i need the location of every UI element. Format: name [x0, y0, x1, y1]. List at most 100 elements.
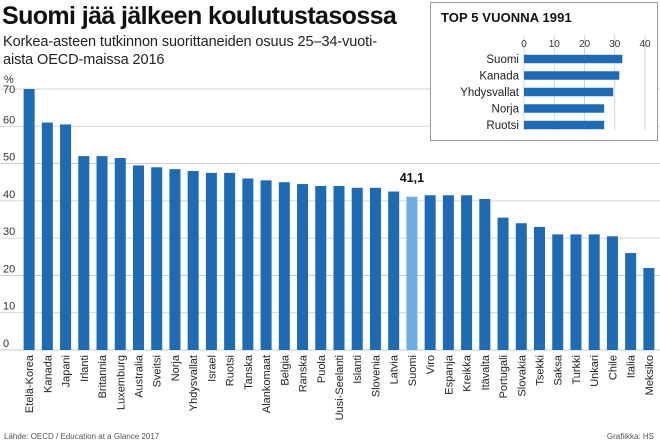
category-label: Kanada	[42, 354, 54, 393]
y-tick-label: 40	[3, 189, 15, 201]
inset-gridlines	[523, 35, 646, 130]
inset-category-label: Norja	[492, 104, 520, 116]
bar-itävalta	[479, 198, 491, 350]
y-tick-label: 30	[3, 226, 15, 238]
inset-category-labels: Suomi Kanada Yhdysvallat Norja Ruotsi	[460, 54, 520, 132]
highlight-value-label: 41,1	[400, 171, 424, 185]
bar-japani	[60, 124, 72, 351]
y-unit-label: %	[4, 74, 14, 86]
source-footer: Lähde: OECD / Education at a Glance 2017	[4, 432, 160, 441]
y-tick-label: 50	[3, 152, 15, 164]
category-label: Israel	[206, 355, 218, 382]
category-label: Puola	[316, 354, 328, 383]
category-label: Slovakia	[516, 354, 528, 396]
category-label: Norja	[170, 354, 182, 381]
category-label: Saksa	[553, 354, 565, 385]
category-label: Turkki	[571, 355, 583, 385]
y-tick-label: 0	[3, 338, 9, 350]
bar-yhdysvallat	[187, 171, 199, 350]
inset-category-label: Ruotsi	[486, 120, 519, 132]
inset-category-label: Kanada	[479, 71, 519, 83]
inset-bar-chart: Suomi Kanada Yhdysvallat Norja Ruotsi 0 10 20 3…	[460, 35, 651, 132]
bar-kreikka	[461, 195, 473, 350]
chart-subtitle-line-1: Korkea-asteen tutkinnon suorittaneiden o…	[3, 34, 377, 50]
bar-australia	[132, 165, 144, 350]
category-label: Sveitsi	[152, 355, 164, 387]
bar-portugali	[497, 217, 509, 350]
category-label: Alankomaat	[261, 355, 273, 413]
bar-suomi	[406, 196, 418, 350]
y-tick-label: 10	[3, 301, 15, 313]
inset-category-label: Suomi	[486, 54, 519, 66]
category-label: Itävalta	[480, 354, 492, 390]
category-label: Chile	[607, 355, 619, 380]
bar-espanja	[442, 195, 454, 350]
inset-bar	[524, 54, 623, 64]
inset-x-tick-label: 40	[639, 39, 651, 50]
inset-x-tick-label: 20	[579, 39, 591, 50]
category-label: Unkari	[589, 355, 601, 387]
y-axis-ticks: 0 10 20 30 40 50 60 70	[3, 84, 15, 350]
bar-israel	[205, 172, 217, 350]
chart-title: Suomi jää jälkeen koulutustasossa	[2, 2, 397, 30]
category-label: Islanti	[352, 355, 364, 384]
category-label: Slovenia	[370, 354, 382, 397]
inset-bar	[524, 104, 605, 113]
bar-ranska	[297, 184, 309, 350]
category-label: Tanska	[243, 354, 255, 390]
category-label: Japani	[61, 355, 73, 387]
bar-etelä-korea	[23, 89, 35, 350]
inset-category-label: Yhdysvallat	[460, 87, 520, 99]
bar-ruotsi	[224, 172, 236, 350]
inset-title: TOP 5 VUONNA 1991	[441, 10, 572, 25]
category-label: Tsekki	[535, 355, 547, 386]
category-labels: Etelä-Korea Kanada Japani Irlanti Britannia L…	[24, 354, 656, 420]
y-tick-label: 70	[3, 84, 15, 96]
category-label: Portugali	[498, 355, 510, 398]
bar-irlanti	[78, 156, 90, 350]
bar-slovenia	[369, 187, 381, 350]
inset-bars	[524, 54, 623, 130]
bar-alankomaat	[260, 180, 272, 350]
category-label: Uusi-Seelanti	[334, 355, 346, 420]
category-label: Italia	[626, 354, 638, 378]
inset-x-ticks: 0 10 20 30 40	[521, 39, 651, 50]
category-label: Britannia	[97, 354, 109, 398]
inset-bar	[524, 120, 605, 130]
bar-kanada	[41, 122, 53, 350]
category-label: Luxemburg	[115, 355, 127, 410]
bar-chile	[606, 236, 618, 350]
category-label: Latvia	[389, 354, 401, 384]
category-label: Viro	[425, 355, 437, 374]
bar-britannia	[96, 156, 108, 350]
bars	[23, 89, 655, 351]
category-label: Ruotsi	[225, 355, 237, 386]
bar-tanska	[242, 178, 254, 350]
category-label: Belgia	[279, 354, 291, 385]
inset-bar	[524, 87, 614, 97]
inset-x-tick-label: 10	[549, 39, 561, 50]
y-tick-label: 60	[3, 114, 15, 126]
category-label: Yhdysvallat	[188, 355, 200, 411]
category-label: Irlanti	[79, 355, 91, 382]
bar-sveitsi	[151, 167, 163, 350]
inset-bar	[524, 71, 620, 80]
bar-slovakia	[515, 223, 527, 350]
category-label: Suomi	[407, 355, 419, 386]
bar-turkki	[570, 234, 582, 350]
bar-luxemburg	[114, 157, 126, 350]
bar-norja	[169, 169, 181, 350]
bar-italia	[625, 253, 637, 350]
category-label: Meksiko	[644, 355, 656, 395]
y-tick-label: 20	[3, 263, 15, 275]
inset-x-tick-label: 30	[609, 39, 621, 50]
bar-meksiko	[643, 267, 655, 350]
bar-unkari	[588, 234, 600, 350]
chart-subtitle-line-2: aista OECD-maissa 2016	[3, 52, 165, 68]
inset-x-tick-label: 0	[521, 39, 527, 50]
category-label: Espanja	[443, 354, 455, 395]
graphic-credit: Grafiikka: HS	[606, 432, 654, 441]
bar-belgia	[278, 182, 290, 350]
category-label: Etelä-Korea	[24, 354, 36, 413]
